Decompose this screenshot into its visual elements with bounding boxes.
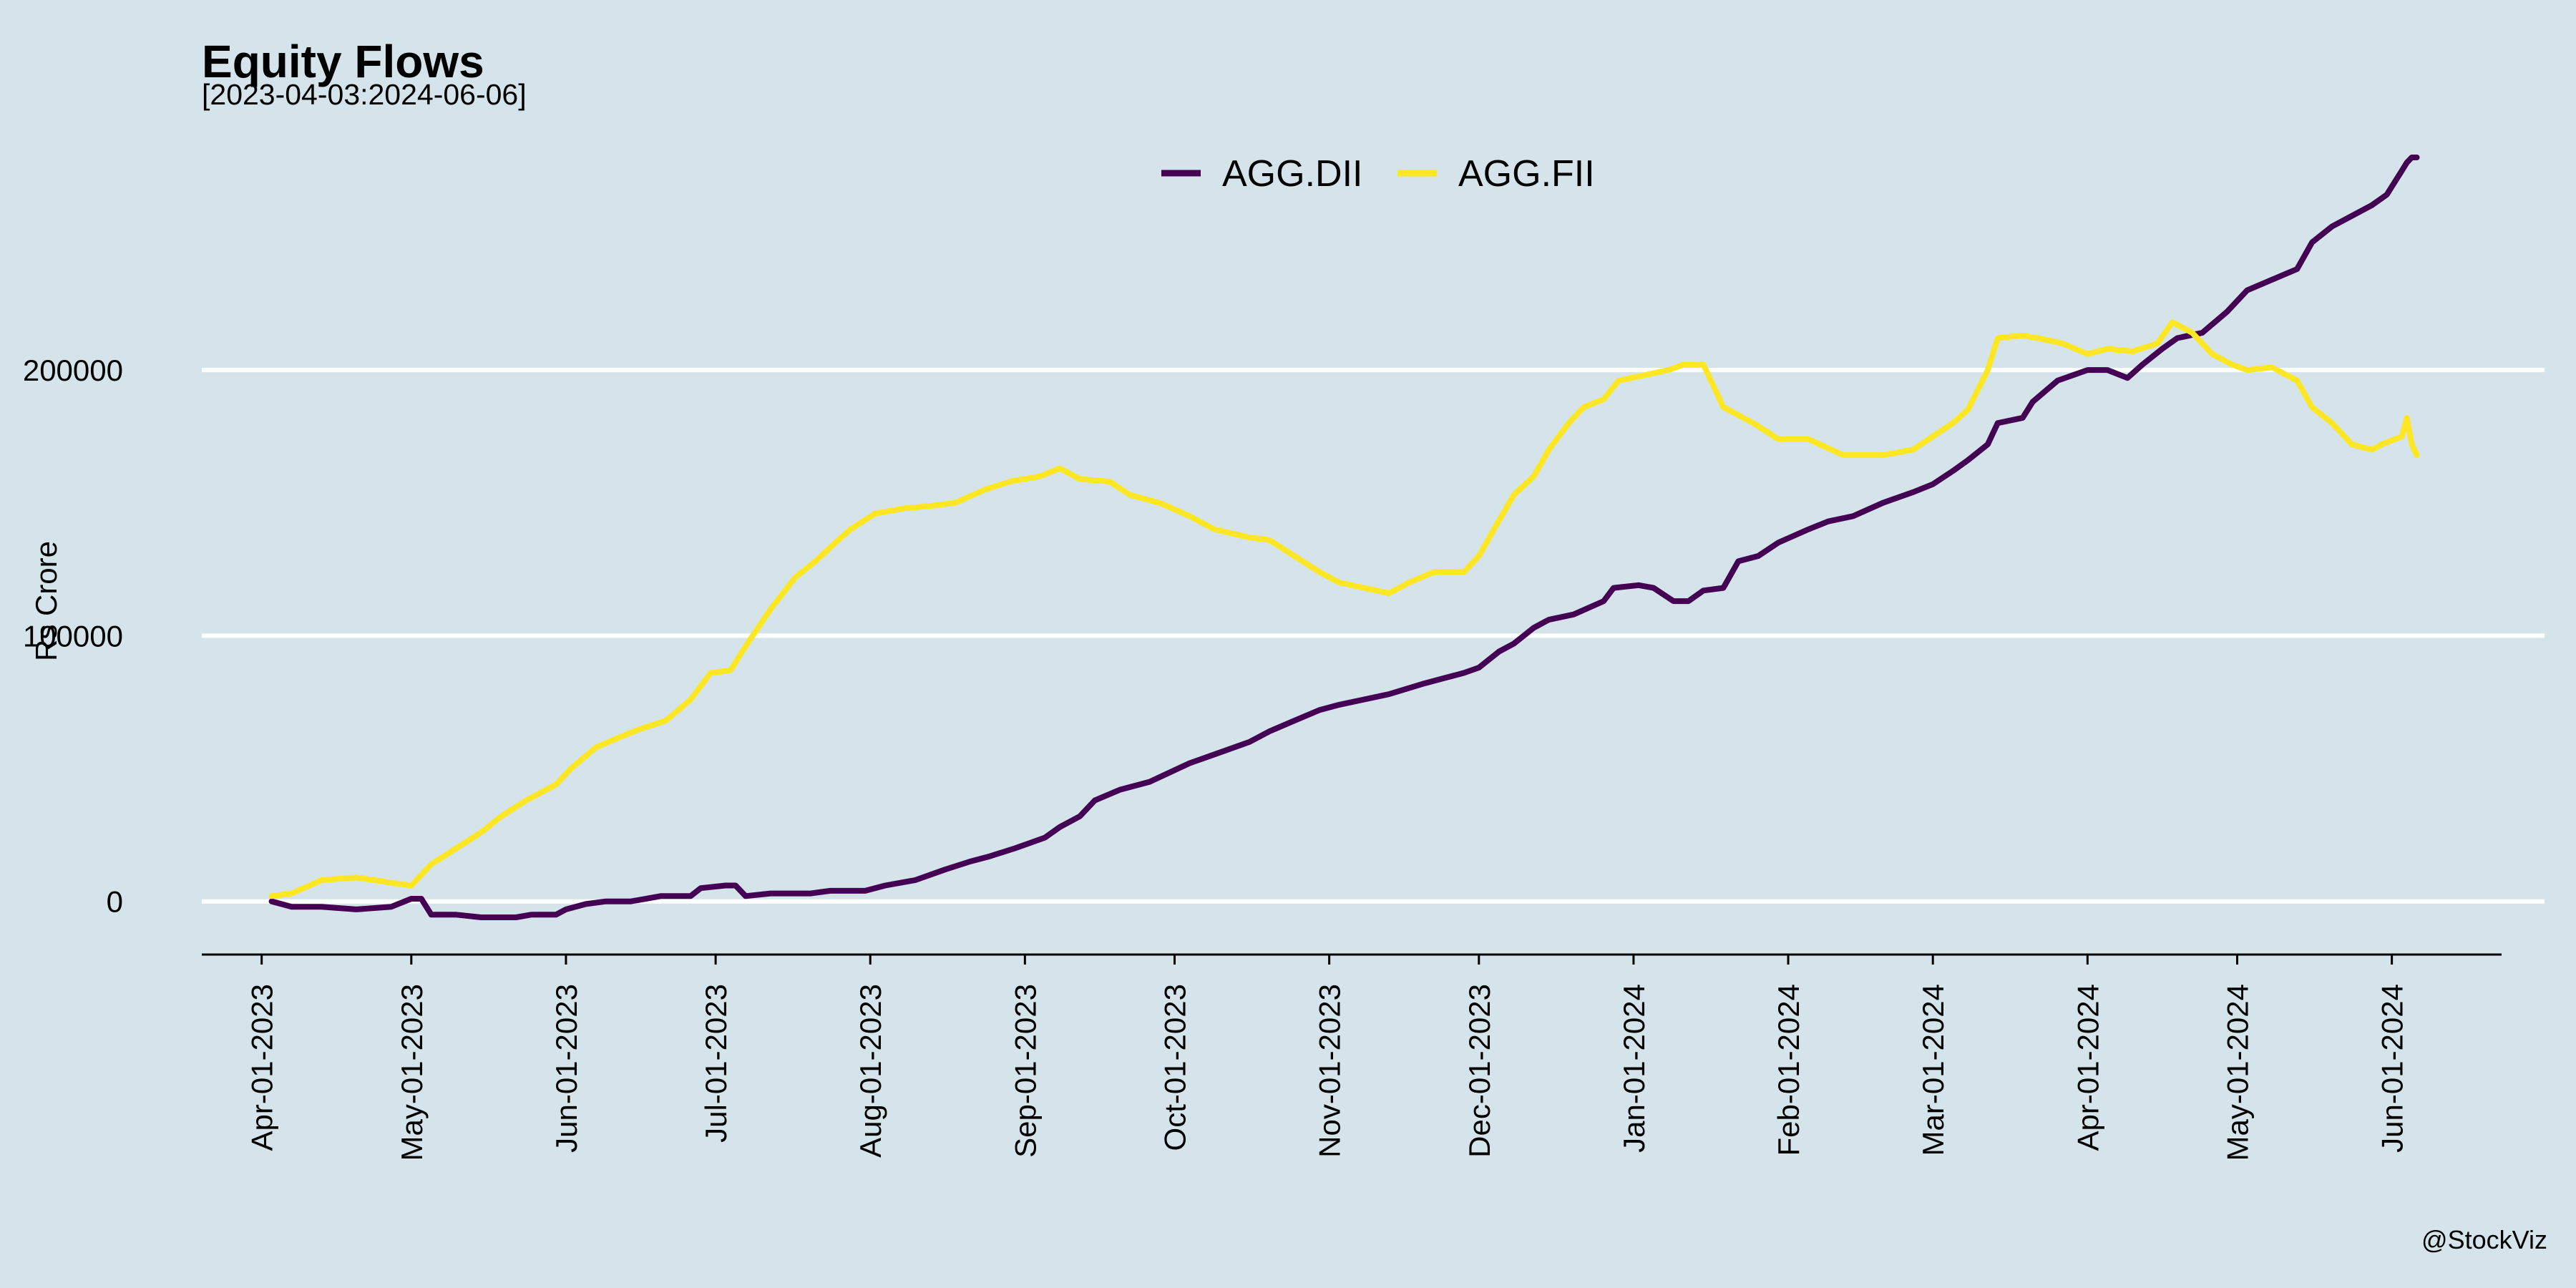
y-axis-title: Rs Crore <box>29 541 63 661</box>
x-tick-label: Aug-01-2023 <box>854 984 887 1158</box>
x-ticks <box>260 955 2394 965</box>
legend-label-fii: AGG.FII <box>1458 153 1595 195</box>
x-tick-label: Jul-01-2023 <box>699 984 733 1143</box>
x-tick-label: Sep-01-2023 <box>1008 984 1042 1158</box>
chart-legend: AGG.DII AGG.FII <box>1161 153 1595 195</box>
chart-caption: @StockViz <box>2421 1225 2547 1254</box>
x-tick-labels: Apr-01-2023 May-01-2023 Jun-01-2023 Jul-01-… <box>245 984 2409 1161</box>
chart-subtitle: [2023-04-03:2024-06-06] <box>202 78 527 111</box>
y-tick-label: 100000 <box>23 619 123 653</box>
y-gridlines <box>202 368 2545 904</box>
x-tick-label: Jun-01-2024 <box>2376 984 2409 1153</box>
x-tick-label: Oct-01-2023 <box>1158 984 1192 1151</box>
x-tick-label: Nov-01-2023 <box>1313 984 1347 1158</box>
x-tick-label: May-01-2023 <box>395 984 429 1161</box>
x-tick-label: Apr-01-2023 <box>245 984 279 1151</box>
legend-label-dii: AGG.DII <box>1222 153 1362 195</box>
x-tick-label: May-01-2024 <box>2220 984 2254 1161</box>
series-line-agg-fii <box>268 319 2420 899</box>
x-tick-label: Feb-01-2024 <box>1772 984 1805 1156</box>
x-tick-label: Jan-01-2024 <box>1617 984 1651 1153</box>
y-tick-label: 0 <box>107 885 123 919</box>
x-tick-label: Apr-01-2024 <box>2071 984 2104 1151</box>
x-tick-label: Dec-01-2023 <box>1463 984 1496 1158</box>
x-tick-label: Jun-01-2023 <box>550 984 583 1153</box>
series-line-agg-dii <box>268 155 2420 920</box>
y-tick-label: 200000 <box>23 353 123 387</box>
chart-title: Equity Flows <box>202 36 484 87</box>
y-tick-labels: 0 100000 200000 <box>23 353 123 919</box>
series-lines <box>268 155 2420 920</box>
x-tick-label: Mar-01-2024 <box>1916 984 1950 1156</box>
